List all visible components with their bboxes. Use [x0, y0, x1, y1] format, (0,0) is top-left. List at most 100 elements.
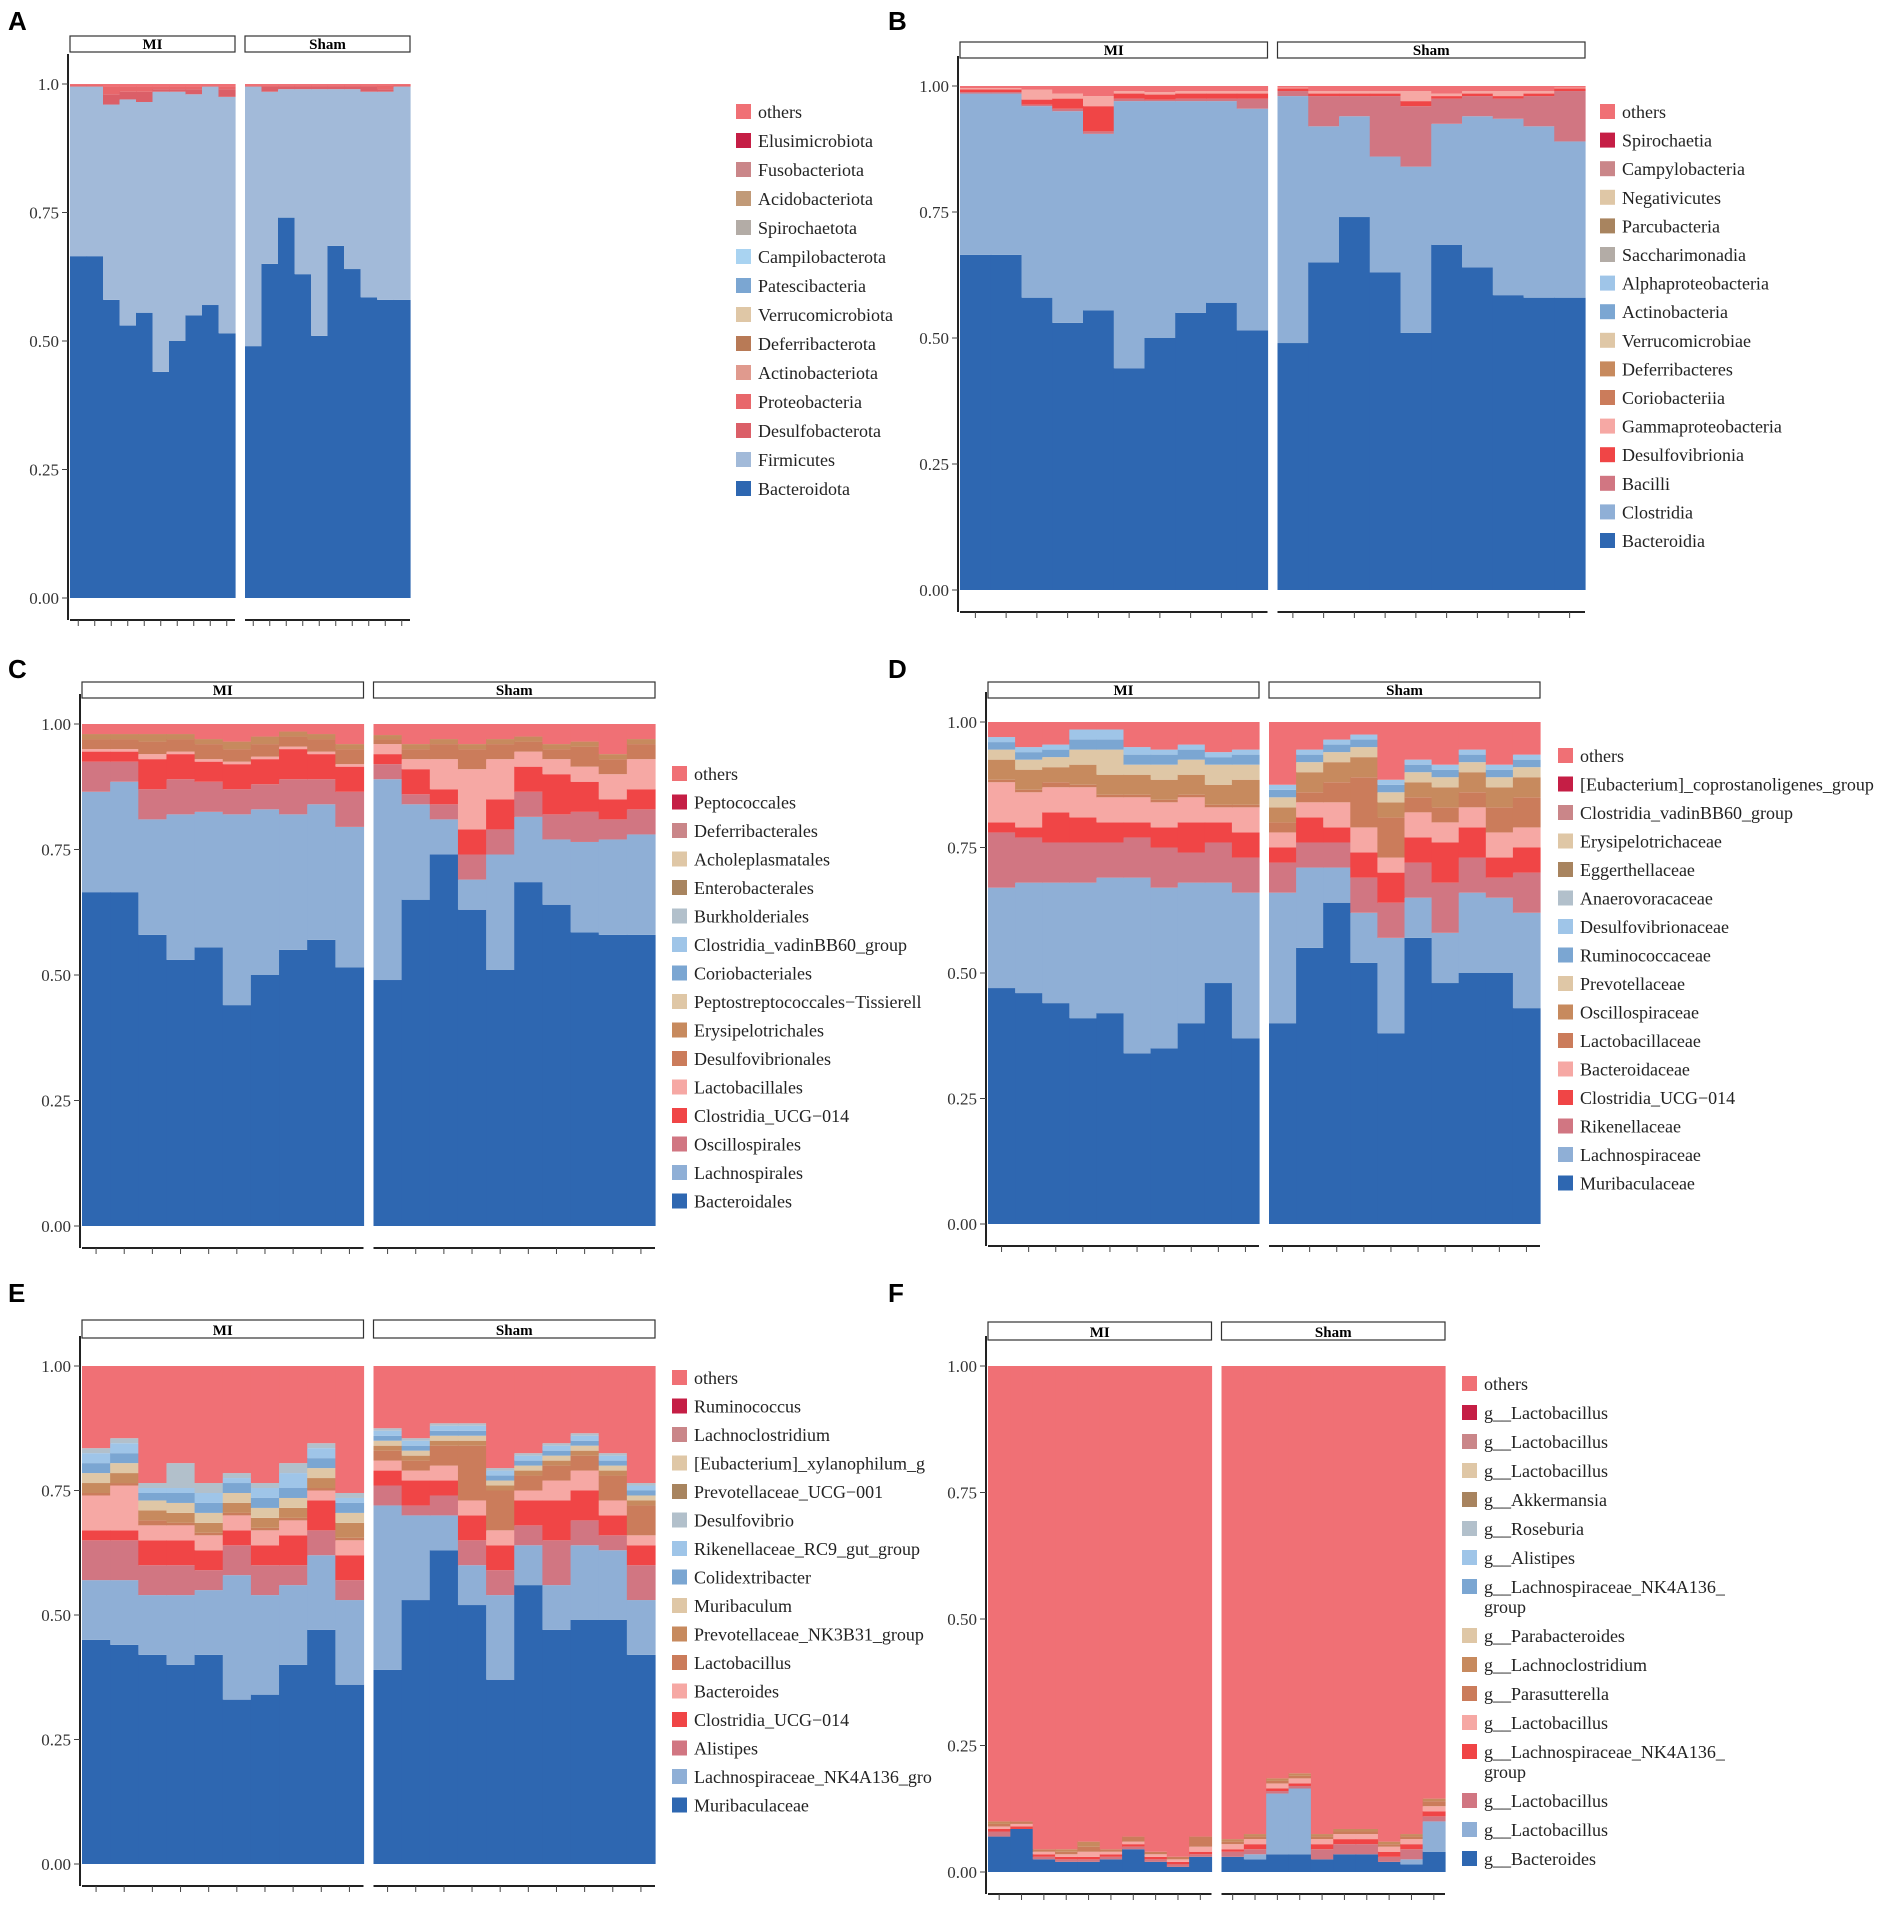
bar-segment-others	[429, 1366, 459, 1424]
bar-segment	[279, 746, 308, 750]
bar-segment	[222, 761, 252, 765]
bar-segment	[82, 1540, 111, 1581]
bar-segment	[1400, 332, 1432, 590]
bar-segment	[486, 799, 515, 830]
bar-segment	[335, 1502, 365, 1513]
legend-swatch	[736, 104, 751, 119]
bar-segment	[1277, 91, 1309, 97]
bar-segment	[344, 89, 362, 270]
y-tick-label: 0.00	[41, 1217, 71, 1236]
bar-segment	[138, 819, 168, 935]
bar-segment	[1231, 779, 1260, 805]
bar-segment-others	[1032, 1366, 1056, 1850]
bar-segment	[1523, 96, 1555, 127]
panel-a-chart: MI Sham 0.00 0.25 0.50 0.75 1.0 others Elusimicr…	[29, 35, 893, 626]
bar-segment	[1512, 777, 1541, 798]
bar-segment-others	[1400, 1366, 1424, 1835]
bar-segment	[486, 1485, 515, 1491]
legend-swatch	[1462, 1657, 1477, 1672]
bar-segment	[1266, 1793, 1290, 1855]
bar-segment	[598, 1515, 628, 1536]
bar-segment	[990, 93, 1023, 255]
bar-segment	[1288, 1773, 1312, 1776]
bar-segment	[457, 879, 487, 910]
bar-segment	[185, 315, 203, 598]
legend-label: Lachnoclostridium	[694, 1425, 830, 1445]
bar-segment	[110, 1485, 139, 1531]
bar-segment-others	[1122, 1366, 1146, 1837]
bar-segment	[250, 975, 280, 1226]
bar-segment	[1308, 93, 1340, 97]
bar-segment	[542, 1445, 572, 1451]
bar-segment	[1485, 777, 1514, 788]
bar-segment	[1055, 1859, 1078, 1862]
bar-segment	[373, 1669, 403, 1864]
bar-segment	[250, 744, 280, 757]
bar-segment	[279, 1473, 308, 1489]
bar-segment-others	[185, 84, 203, 87]
legend-label: Lachnospirales	[694, 1163, 803, 1183]
bar-segment	[1310, 1844, 1334, 1850]
bar-segment	[1288, 1854, 1312, 1872]
bar-segment	[486, 1570, 515, 1596]
bar-segment	[138, 934, 168, 1226]
bar-segment	[335, 1600, 365, 1685]
bar-segment	[1339, 116, 1371, 218]
bar-segment	[542, 1455, 572, 1461]
bar-segment	[138, 754, 168, 760]
bar-segment	[136, 312, 154, 598]
bar-segment	[457, 749, 487, 770]
bar-segment	[1144, 1851, 1168, 1855]
legend-label: Erysipelotrichales	[694, 1021, 824, 1041]
bar-segment	[1554, 87, 1586, 89]
bar-segment	[1204, 842, 1233, 883]
bar-segment	[570, 1520, 600, 1546]
bar-segment	[486, 1475, 515, 1481]
facet-label-mi: MI	[143, 37, 163, 53]
bar-segment	[335, 766, 365, 792]
bar-segment	[990, 88, 1023, 90]
bar-segment	[1206, 302, 1238, 590]
bar-segment	[514, 1475, 543, 1491]
bar-segment	[373, 1450, 403, 1461]
bar-segment-others	[626, 724, 656, 740]
bar-segment	[294, 86, 312, 90]
bar-segment	[279, 731, 308, 737]
bar-segment	[1189, 1846, 1213, 1852]
legend-swatch	[1558, 805, 1573, 820]
bar-segment	[486, 744, 515, 760]
bar-segment	[1177, 749, 1206, 760]
bar-segment	[327, 245, 345, 598]
bar-segment	[1458, 857, 1487, 893]
bar-segment	[514, 736, 543, 742]
legend-label: g__Lachnospiraceae_NK4A136_	[1484, 1577, 1726, 1597]
bar-segment	[542, 749, 572, 760]
legend-swatch	[1462, 1851, 1477, 1866]
legend-label: Acholeplasmatales	[694, 850, 830, 870]
bar-segment	[1523, 93, 1555, 97]
bar-segment	[1204, 784, 1233, 805]
legend-label: Fusobacteriota	[758, 160, 864, 180]
legend-swatch	[736, 133, 751, 148]
bar-segment	[486, 1545, 515, 1571]
bar-segment	[202, 305, 220, 598]
bar-segment-others	[152, 84, 170, 87]
bar-segment	[1296, 772, 1324, 793]
legend-label: Prevotellaceae	[1580, 974, 1685, 994]
bar-segment	[1123, 794, 1152, 798]
bar-segment	[486, 1490, 515, 1531]
bar-segment	[626, 1490, 656, 1496]
bar-segment	[1400, 101, 1432, 107]
bar-segment-others	[401, 724, 431, 745]
bar-segment	[1431, 882, 1460, 933]
bar-segment	[377, 85, 395, 90]
y-tick-label: 1.0	[38, 75, 59, 94]
bar-segment	[222, 741, 252, 750]
bar-segment	[598, 1535, 628, 1551]
bar-segment	[110, 751, 139, 762]
legend-label: g__Lactobacillus	[1484, 1403, 1608, 1423]
bar-segment	[542, 1480, 572, 1501]
bar-segment	[1355, 1834, 1379, 1840]
legend-label: group	[1484, 1597, 1526, 1617]
legend-swatch	[736, 452, 751, 467]
